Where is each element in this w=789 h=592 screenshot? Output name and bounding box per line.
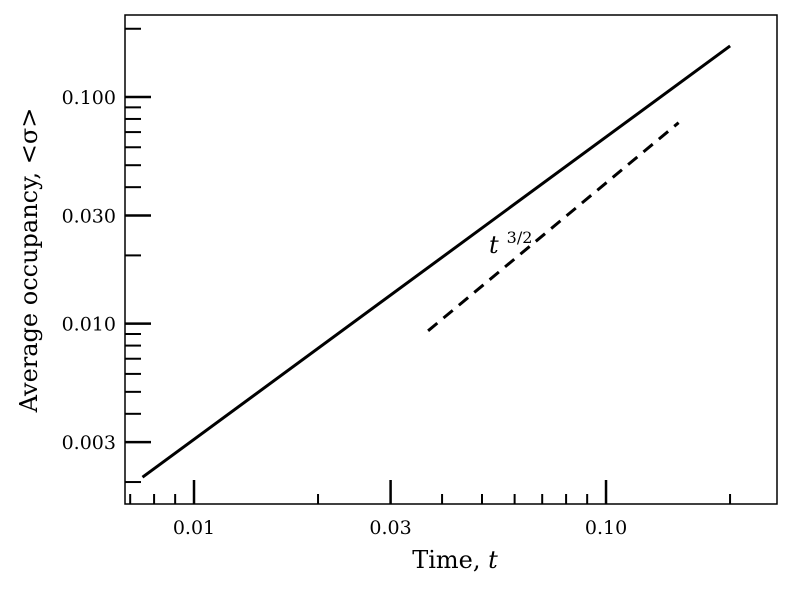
x-axis-title: Time, t <box>412 546 498 574</box>
tick-labels: 0.01 0.03 0.10 0.003 0.010 0.030 0.100 <box>62 87 628 539</box>
y-tick-label: 0.030 <box>62 205 116 227</box>
x-tick-label: 0.03 <box>369 517 411 539</box>
x-tick-label: 0.10 <box>585 517 627 539</box>
annotations: t 3/2 <box>489 228 532 259</box>
plot-frame <box>124 14 778 505</box>
y-tick-label: 0.100 <box>62 87 116 109</box>
series <box>141 44 731 479</box>
minor-ticks <box>125 27 732 504</box>
data-line <box>141 44 731 479</box>
y-axis-title: Average occupancy, <σ> <box>15 108 43 414</box>
major-ticks <box>125 95 608 504</box>
slope-annotation: t 3/2 <box>489 228 532 259</box>
y-tick-label: 0.010 <box>62 314 116 336</box>
y-tick-label: 0.003 <box>62 432 116 454</box>
reference-slope-line <box>427 121 680 332</box>
x-tick-label: 0.01 <box>173 517 215 539</box>
